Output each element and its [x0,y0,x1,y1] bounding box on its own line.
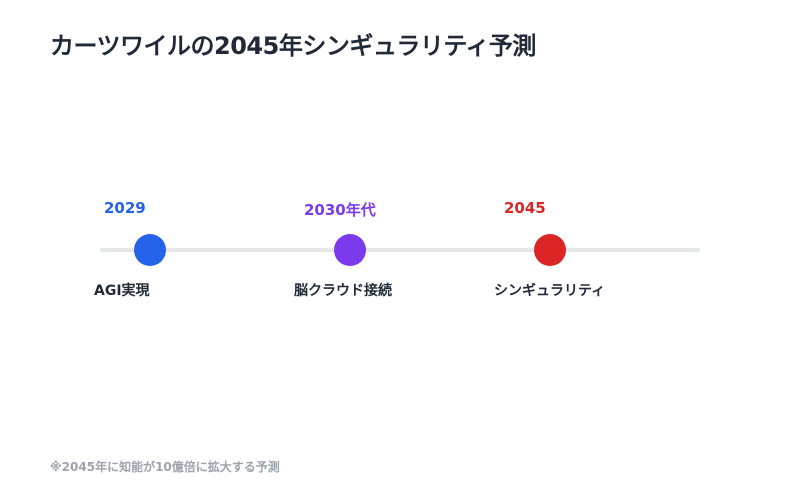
milestone-dot [534,234,566,266]
milestone-label: 脳クラウド接続 [294,283,392,299]
milestone-year: 2045 [504,199,546,217]
milestone-dot [134,234,166,266]
milestone-year: 2030年代 [304,201,376,219]
milestone-year: 2029 [104,199,146,217]
milestone-label: シンギュラリティ [494,283,606,299]
milestone-dot [334,234,366,266]
timeline-track [100,248,700,252]
footnote: ※2045年に知能が10億倍に拡大する予測 [50,460,280,474]
milestone-label: AGI実現 [94,283,150,299]
page-title: カーツワイルの2045年シンギュラリティ予測 [50,32,536,60]
